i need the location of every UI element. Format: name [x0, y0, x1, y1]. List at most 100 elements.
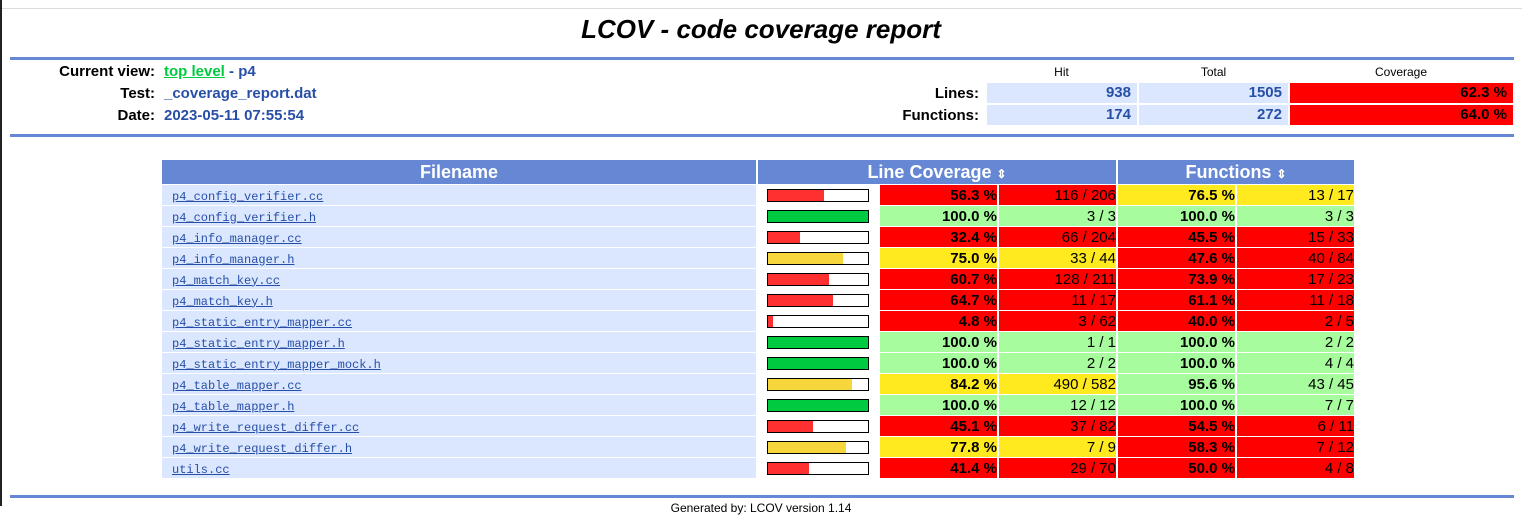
file-link[interactable]: p4_config_verifier.cc	[172, 189, 324, 204]
file-link[interactable]: p4_match_key.cc	[172, 273, 281, 288]
coverage-bar-fill	[768, 295, 833, 306]
coverage-bar	[767, 441, 869, 454]
line-coverage-count: 29 / 70	[999, 458, 1116, 478]
file-link[interactable]: p4_match_key.h	[172, 294, 273, 309]
coverage-bar-cell	[758, 290, 878, 310]
coverage-bar	[767, 252, 869, 265]
coverage-bar-cell	[758, 353, 878, 373]
sort-icon[interactable]: ⇕	[996, 166, 1007, 181]
file-link[interactable]: p4_config_verifier.h	[172, 210, 317, 225]
summary-col-hit: Hit	[1054, 65, 1069, 79]
filename-header: Filename	[162, 160, 756, 184]
function-coverage-count: 17 / 23	[1237, 269, 1354, 289]
summary-lines-coverage: 62.3 %	[1290, 83, 1513, 103]
coverage-bar	[767, 420, 869, 433]
sort-icon[interactable]: ⇕	[1276, 166, 1287, 181]
functions-header-label: Functions	[1185, 161, 1272, 182]
function-coverage-count: 43 / 45	[1237, 374, 1354, 394]
file-coverage-table: Filename Line Coverage ⇕ Functions ⇕ p4_…	[160, 159, 1356, 479]
coverage-bar	[767, 315, 869, 328]
file-name-cell: p4_config_verifier.cc	[162, 185, 756, 205]
coverage-bar	[767, 231, 869, 244]
coverage-bar-cell	[758, 248, 878, 268]
line-coverage-percent: 41.4 %	[880, 458, 997, 478]
line-coverage-count: 2 / 2	[999, 353, 1116, 373]
coverage-bar	[767, 189, 869, 202]
functions-header[interactable]: Functions ⇕	[1118, 160, 1354, 184]
function-coverage-percent: 95.6 %	[1118, 374, 1235, 394]
table-row: p4_write_request_differ.cc 45.1 % 37 / 82 5…	[162, 416, 1354, 436]
coverage-bar-fill	[768, 274, 829, 285]
line-coverage-count: 37 / 82	[999, 416, 1116, 436]
coverage-bar-cell	[758, 269, 878, 289]
function-coverage-count: 2 / 2	[1237, 332, 1354, 352]
table-row: p4_table_mapper.cc 84.2 % 490 / 582 95.6 % 4…	[162, 374, 1354, 394]
coverage-bar-fill	[768, 442, 846, 453]
coverage-bar-cell	[758, 206, 878, 226]
test-label: Test:	[120, 85, 155, 102]
file-link[interactable]: p4_write_request_differ.cc	[172, 420, 360, 435]
file-name-cell: p4_match_key.cc	[162, 269, 756, 289]
file-link[interactable]: p4_info_manager.h	[172, 252, 295, 267]
coverage-bar-cell	[758, 374, 878, 394]
footer-divider	[10, 495, 1514, 498]
coverage-bar-fill	[768, 253, 843, 264]
line-coverage-percent: 75.0 %	[880, 248, 997, 268]
browser-frame-top	[0, 0, 1522, 9]
table-row: p4_config_verifier.cc 56.3 % 116 / 206 76.5…	[162, 185, 1354, 205]
file-link[interactable]: p4_write_request_differ.h	[172, 441, 353, 456]
function-coverage-percent: 100.0 %	[1118, 353, 1235, 373]
coverage-bar-cell	[758, 395, 878, 415]
function-coverage-count: 6 / 11	[1237, 416, 1354, 436]
table-row: p4_static_entry_mapper_mock.h 100.0 % 2 / …	[162, 353, 1354, 373]
summary-lines-hit: 938	[987, 83, 1137, 103]
line-coverage-count: 1 / 1	[999, 332, 1116, 352]
current-view-path: top level - p4	[164, 63, 256, 80]
file-name-cell: p4_static_entry_mapper_mock.h	[162, 353, 756, 373]
line-coverage-count: 490 / 582	[999, 374, 1116, 394]
file-name-cell: p4_config_verifier.h	[162, 206, 756, 226]
file-name-cell: p4_table_mapper.h	[162, 395, 756, 415]
line-coverage-count: 66 / 204	[999, 227, 1116, 247]
function-coverage-count: 11 / 18	[1237, 290, 1354, 310]
coverage-bar	[767, 336, 869, 349]
file-link[interactable]: p4_static_entry_mapper.cc	[172, 315, 353, 330]
coverage-bar-cell	[758, 185, 878, 205]
line-coverage-percent: 4.8 %	[880, 311, 997, 331]
coverage-bar	[767, 210, 869, 223]
line-coverage-percent: 77.8 %	[880, 437, 997, 457]
file-link[interactable]: p4_static_entry_mapper.h	[172, 336, 345, 351]
line-coverage-count: 7 / 9	[999, 437, 1116, 457]
file-name-cell: p4_match_key.h	[162, 290, 756, 310]
current-dir: p4	[238, 63, 256, 80]
function-coverage-count: 3 / 3	[1237, 206, 1354, 226]
coverage-bar-fill	[768, 190, 825, 201]
current-view-label: Current view:	[59, 63, 155, 80]
line-coverage-count: 3 / 3	[999, 206, 1116, 226]
path-separator: -	[224, 63, 239, 80]
table-row: p4_info_manager.h 75.0 % 33 / 44 47.6 % 40 /…	[162, 248, 1354, 268]
coverage-bar	[767, 294, 869, 307]
file-link[interactable]: p4_info_manager.cc	[172, 231, 302, 246]
file-link[interactable]: p4_table_mapper.cc	[172, 378, 302, 393]
table-row: p4_match_key.cc 60.7 % 128 / 211 73.9 % 17 /…	[162, 269, 1354, 289]
function-coverage-percent: 100.0 %	[1118, 332, 1235, 352]
function-coverage-percent: 50.0 %	[1118, 458, 1235, 478]
line-coverage-header[interactable]: Line Coverage ⇕	[758, 160, 1116, 184]
line-coverage-percent: 100.0 %	[880, 353, 997, 373]
file-link[interactable]: p4_static_entry_mapper_mock.h	[172, 357, 381, 372]
file-link[interactable]: p4_table_mapper.h	[172, 399, 295, 414]
function-coverage-count: 4 / 8	[1237, 458, 1354, 478]
coverage-bar-cell	[758, 458, 878, 478]
line-coverage-percent: 64.7 %	[880, 290, 997, 310]
page-title: LCOV - code coverage report	[581, 14, 941, 44]
file-link[interactable]: utils.cc	[172, 462, 230, 477]
coverage-bar-fill	[768, 463, 810, 474]
table-row: p4_write_request_differ.h 77.8 % 7 / 9 58.3…	[162, 437, 1354, 457]
top-level-link[interactable]: top level	[164, 63, 225, 80]
table-row: p4_static_entry_mapper.cc 4.8 % 3 / 62 40.0…	[162, 311, 1354, 331]
line-coverage-percent: 100.0 %	[880, 332, 997, 352]
function-coverage-percent: 58.3 %	[1118, 437, 1235, 457]
header-divider-top	[10, 57, 1514, 60]
function-coverage-percent: 73.9 %	[1118, 269, 1235, 289]
